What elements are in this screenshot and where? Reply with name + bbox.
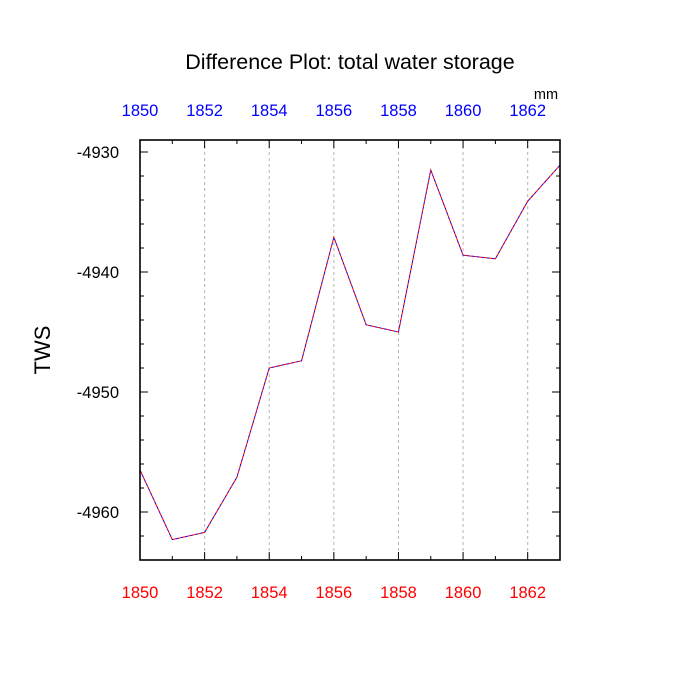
x-tick-label-bottom: 1856 — [315, 584, 352, 602]
units-label: mm — [534, 87, 558, 103]
x-tick-label-bottom: 1862 — [509, 584, 546, 602]
y-tick-label: -4950 — [77, 384, 119, 402]
x-tick-label-bottom: 1860 — [445, 584, 482, 602]
x-tick-label-top: 1850 — [122, 102, 159, 120]
y-tick-label: -4930 — [77, 144, 119, 162]
x-tick-label-bottom: 1858 — [380, 584, 417, 602]
series-lines — [139, 164, 561, 541]
x-tick-label-top: 1852 — [186, 102, 223, 120]
y-tick-label: -4940 — [77, 264, 119, 282]
x-tick-label-bottom: 1852 — [186, 584, 223, 602]
x-tick-label-top: 1860 — [445, 102, 482, 120]
x-tick-label-top: 1856 — [315, 102, 352, 120]
x-tick-label-top: 1854 — [251, 102, 288, 120]
x-tick-label-bottom: 1854 — [251, 584, 288, 602]
axis-ticks — [139, 140, 561, 561]
y-tick-label: -4960 — [77, 504, 119, 522]
tick-labels: 1850 1850 1852 1852 1854 1854 1856 1856 1858 1858… — [77, 102, 546, 602]
series-line-blue — [139, 164, 561, 541]
x-tick-label-top: 1858 — [380, 102, 417, 120]
chart-title: Difference Plot: total water storage — [185, 50, 514, 74]
x-tick-label-bottom: 1850 — [122, 584, 159, 602]
grid-lines — [204, 140, 529, 560]
plot-frame — [139, 139, 561, 561]
y-axis-label: TWS — [30, 326, 55, 375]
series-line-red — [139, 164, 561, 541]
x-tick-label-top: 1862 — [509, 102, 546, 120]
